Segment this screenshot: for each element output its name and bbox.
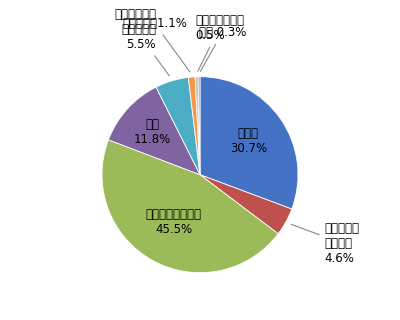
Text: 未使用・未
開封食品
4.6%: 未使用・未 開封食品 4.6% [291,222,360,265]
Text: その他燃やすごみ
45.5%: その他燃やすごみ 45.5% [146,208,202,236]
Text: その他資源ごみ
0.5%: その他資源ごみ 0.5% [195,14,244,71]
Wedge shape [200,175,292,234]
Wedge shape [200,77,298,209]
Wedge shape [156,77,200,175]
Text: 不燃 0.3%: 不燃 0.3% [199,26,246,71]
Text: プラスチック
製容器包装
5.5%: プラスチック 製容器包装 5.5% [114,8,169,76]
Text: 生ごみ
30.7%: 生ごみ 30.7% [230,127,267,155]
Wedge shape [108,87,200,175]
Text: 古布・衣類1.1%: 古布・衣類1.1% [122,17,190,72]
Wedge shape [198,77,200,175]
Wedge shape [188,77,200,175]
Wedge shape [102,140,278,273]
Wedge shape [195,77,200,175]
Text: 古紙
11.8%: 古紙 11.8% [134,118,171,146]
